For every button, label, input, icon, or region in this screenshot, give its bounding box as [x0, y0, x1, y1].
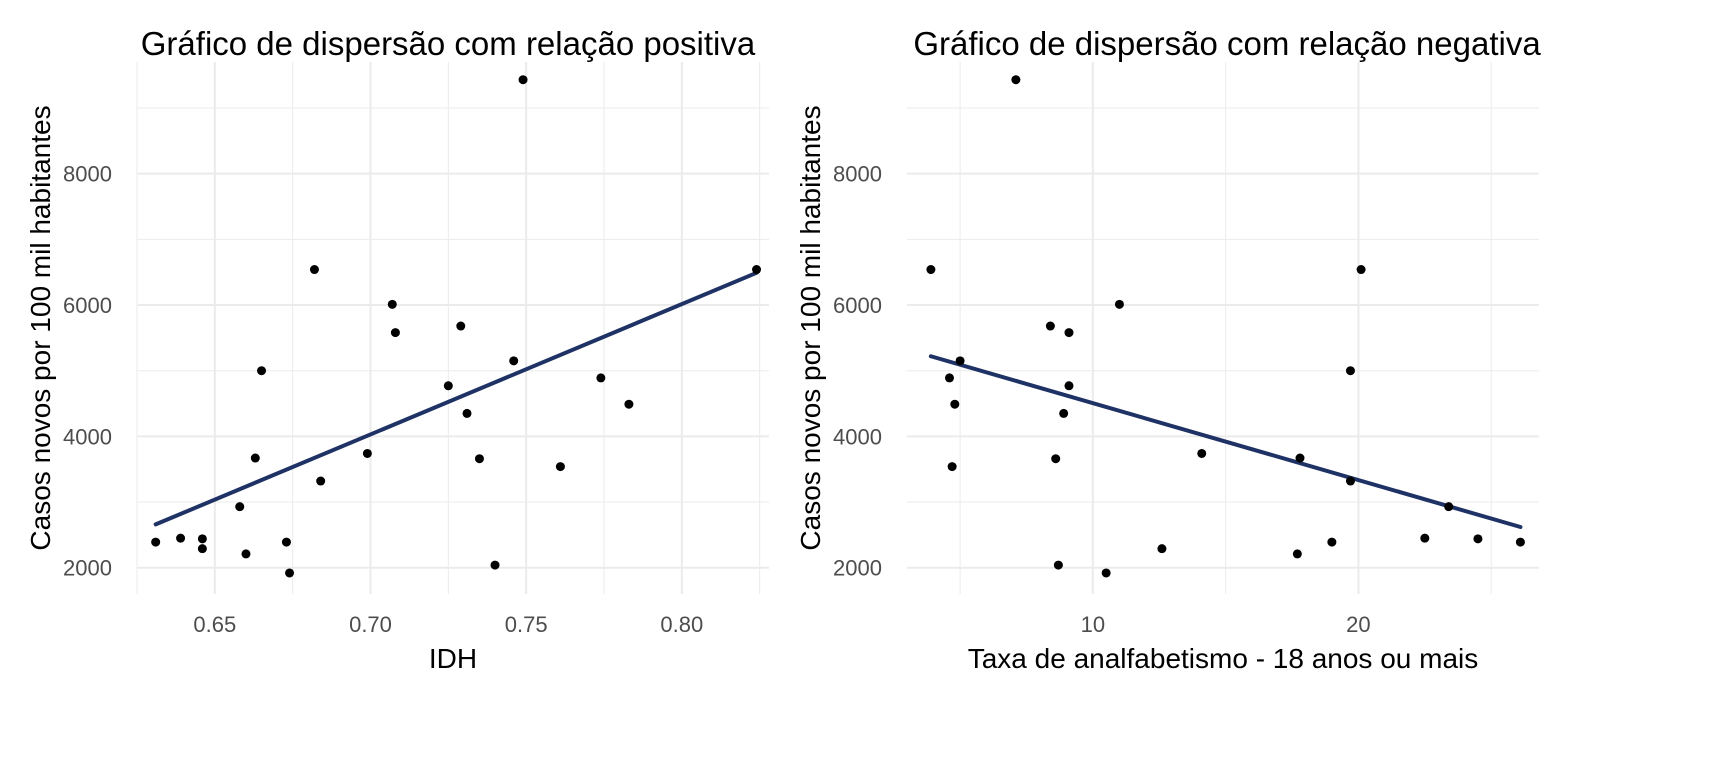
x-tick-label: 0.70 — [349, 612, 392, 637]
data-point — [462, 408, 472, 418]
data-point — [1420, 533, 1430, 543]
y-tick-label: 2000 — [833, 556, 882, 581]
data-point — [197, 544, 207, 554]
data-point — [387, 299, 397, 309]
data-point — [176, 533, 186, 543]
data-point — [1345, 476, 1355, 486]
data-point — [281, 537, 291, 547]
y-tick-label: 6000 — [63, 293, 112, 318]
data-point — [235, 502, 245, 512]
x-tick-label: 0.65 — [193, 612, 236, 637]
y-axis-label: Casos novos por 100 mil habitantes — [25, 105, 56, 550]
data-point — [197, 534, 207, 544]
data-point — [955, 356, 965, 366]
data-point — [1064, 381, 1074, 391]
data-point — [309, 265, 319, 275]
data-points — [926, 75, 1525, 578]
data-point — [1011, 75, 1021, 85]
data-point — [390, 328, 400, 338]
x-tick-label: 0.80 — [660, 612, 703, 637]
data-point — [1157, 544, 1167, 554]
y-tick-label: 8000 — [63, 162, 112, 187]
grid — [907, 62, 1539, 594]
data-point — [1292, 549, 1302, 559]
data-point — [316, 476, 326, 486]
y-axis-label: Casos novos por 100 mil habitantes — [795, 105, 826, 550]
data-point — [1064, 328, 1074, 338]
data-point — [1101, 568, 1111, 578]
data-point — [1356, 265, 1366, 275]
data-point — [518, 75, 528, 85]
data-point — [752, 265, 762, 275]
x-axis-label: Taxa de analfabetismo - 18 anos ou mais — [968, 643, 1479, 674]
positive-relation-panel: 2000 4000 6000 8000 0.65 0.70 0.75 0.80 Gráfico … — [25, 25, 769, 674]
y-tick-label: 4000 — [833, 424, 882, 449]
data-point — [456, 321, 466, 331]
grid — [136, 62, 769, 594]
data-point — [490, 560, 500, 570]
chart-title: Gráfico de dispersão com relação negativ… — [913, 25, 1541, 62]
x-axis-label: IDH — [429, 643, 477, 674]
data-point — [624, 399, 634, 409]
data-point — [285, 568, 295, 578]
y-tick-label: 2000 — [63, 556, 112, 581]
data-point — [1473, 534, 1483, 544]
trend-line — [153, 270, 759, 527]
data-point — [1053, 560, 1063, 570]
data-point — [1059, 408, 1069, 418]
x-tick-label: 10 — [1081, 612, 1105, 637]
data-point — [947, 462, 957, 472]
x-tick-label: 20 — [1346, 612, 1370, 637]
data-point — [250, 453, 260, 463]
data-point — [509, 356, 519, 366]
data-point — [151, 537, 161, 547]
data-point — [950, 399, 960, 409]
data-point — [1051, 454, 1061, 464]
y-tick-label: 6000 — [833, 293, 882, 318]
y-tick-label: 8000 — [833, 162, 882, 187]
data-point — [443, 381, 453, 391]
negative-relation-panel: 2000 4000 6000 8000 10 20 Gráfico de dispersão… — [795, 25, 1541, 674]
data-point — [474, 454, 484, 464]
data-point — [362, 448, 372, 458]
data-point — [257, 366, 267, 376]
y-tick-label: 4000 — [63, 424, 112, 449]
data-point — [1345, 366, 1355, 376]
data-point — [1444, 502, 1454, 512]
data-point — [1295, 453, 1305, 463]
data-point — [944, 373, 954, 383]
chart-title: Gráfico de dispersão com relação positiv… — [141, 25, 756, 62]
x-tick-label: 0.75 — [505, 612, 548, 637]
data-point — [596, 373, 606, 383]
data-point — [1045, 321, 1055, 331]
data-point — [1197, 448, 1207, 458]
data-point — [1515, 537, 1525, 547]
data-point — [555, 462, 565, 472]
trend-line — [928, 354, 1523, 530]
data-point — [926, 265, 936, 275]
data-point — [1327, 537, 1337, 547]
data-point — [1114, 299, 1124, 309]
data-point — [241, 549, 251, 559]
data-points — [151, 75, 762, 578]
